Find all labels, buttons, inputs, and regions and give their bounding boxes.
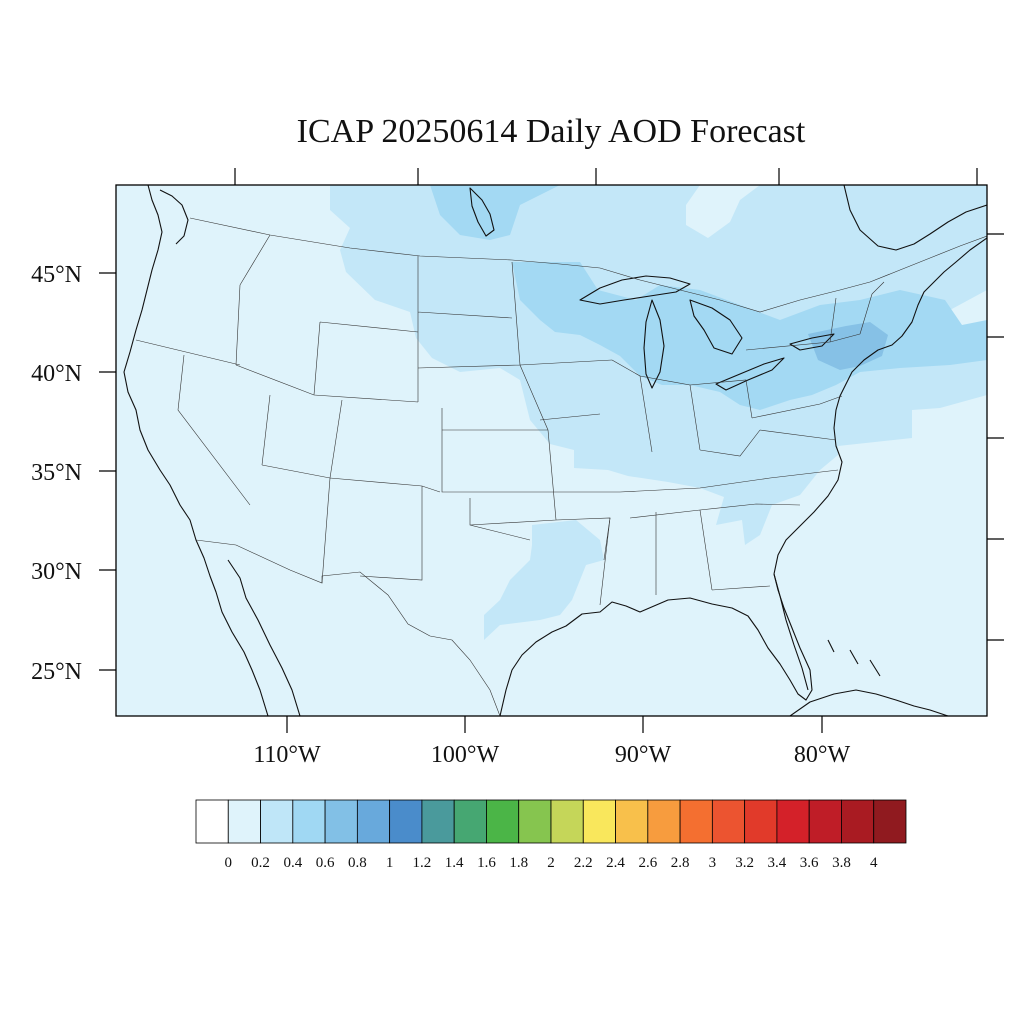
- colorbar-swatch: [711, 799, 746, 844]
- bahamas-coastline: [827, 639, 881, 677]
- puget-coastline: [159, 189, 189, 245]
- lake-superior: [579, 275, 691, 305]
- aod-region-texas-plume: [484, 520, 604, 640]
- colorbar-tick-label: 1.4: [445, 855, 464, 871]
- colorbar-swatch: [356, 799, 391, 844]
- colorbar-swatch: [615, 799, 649, 844]
- lake-michigan: [643, 299, 665, 389]
- lat-label-45: 45°N: [31, 262, 82, 288]
- cuba-coastline: [789, 689, 949, 716]
- colorbar-swatch: [744, 799, 778, 844]
- florida-coastline: [773, 573, 809, 691]
- colorbar-swatch: [421, 799, 455, 844]
- coastlines: [123, 185, 987, 716]
- colorbar-swatch: [195, 799, 229, 844]
- colorbar-tick-label: 1.6: [477, 855, 496, 871]
- colorbar-tick-label: 3.2: [735, 855, 754, 871]
- lake-winnipeg: [469, 187, 495, 237]
- colorbar-swatch: [647, 799, 681, 844]
- colorbar: 0 0.2 0.4 0.6 0.8 1 1.2 1.4 1.6 1.8 2 2.2 2.4 2.6 2.8 3…: [195, 799, 907, 871]
- colorbar-swatch: [808, 799, 842, 844]
- colorbar-tick-label: 3.4: [768, 855, 787, 871]
- us-mexico-border: [195, 539, 501, 716]
- colorbar-swatch: [841, 799, 875, 844]
- political-borders: [135, 217, 987, 716]
- colorbar-tick-label: 0: [225, 855, 233, 871]
- colorbar-tick-label: 0.2: [251, 855, 270, 871]
- colorbar-swatch: [550, 799, 584, 844]
- canadian-coastline: [843, 185, 987, 251]
- lat-label-40: 40°N: [31, 361, 82, 387]
- aod-region-0.6-0.8: [808, 322, 888, 370]
- latitude-labels: 45°N 40°N 35°N 30°N 25°N: [31, 262, 82, 685]
- colorbar-swatch: [486, 799, 520, 844]
- colorbar-tick-label: 4: [870, 855, 878, 871]
- figure-title: ICAP 20250614 Daily AOD Forecast: [297, 113, 806, 150]
- colorbar-tick-label: 1.2: [413, 855, 432, 871]
- lon-label-110: 110°W: [253, 742, 321, 768]
- colorbar-tick-label: 3: [709, 855, 717, 871]
- colorbar-tick-label: 3.6: [800, 855, 819, 871]
- map-panel: 45°N 40°N 35°N 30°N 25°N 110°W 100°W 90°…: [31, 168, 1004, 768]
- colorbar-swatch: [679, 799, 713, 844]
- colorbar-tick-label: 0.4: [283, 855, 302, 871]
- colorbar-swatch: [227, 799, 261, 844]
- colorbar-tick-label: 0.8: [348, 855, 367, 871]
- colorbar-swatch: [776, 799, 810, 844]
- colorbar-tick-label: 1: [386, 855, 394, 871]
- colorbar-tick-label: 2.6: [638, 855, 657, 871]
- colorbar-tick-label: 1.8: [509, 855, 528, 871]
- colorbar-swatch: [260, 799, 294, 844]
- colorbar-swatch: [453, 799, 487, 844]
- colorbar-swatch: [324, 799, 358, 844]
- colorbar-swatch: [582, 799, 616, 844]
- state-lines-west: [135, 234, 441, 584]
- lat-label-25: 25°N: [31, 659, 82, 685]
- colorbar-swatch: [292, 799, 326, 844]
- lake-erie: [715, 357, 785, 391]
- lon-label-90: 90°W: [615, 742, 672, 768]
- west-coastline: [123, 185, 269, 716]
- aod-region-0.4-0.6: [430, 185, 560, 240]
- longitude-labels: 110°W 100°W 90°W 80°W: [253, 742, 850, 768]
- lat-label-30: 30°N: [31, 559, 82, 585]
- map-ticks: [99, 168, 1004, 733]
- colorbar-tick-label: 3.8: [832, 855, 851, 871]
- east-coastline: [773, 237, 987, 575]
- lon-label-100: 100°W: [431, 742, 500, 768]
- state-lines-east: [599, 281, 885, 606]
- colorbar-tick-label: 2.8: [671, 855, 690, 871]
- colorbar-tick-label: 2.2: [574, 855, 593, 871]
- lake-ontario: [789, 333, 835, 351]
- lake-huron: [689, 299, 743, 355]
- colorbar-tick-label: 2.4: [606, 855, 625, 871]
- lon-label-80: 80°W: [794, 742, 851, 768]
- colorbar-swatch: [389, 799, 423, 844]
- us-canada-border: [189, 217, 987, 313]
- colorbar-tick-label: 0.6: [316, 855, 335, 871]
- baja-coastline: [227, 559, 301, 716]
- colorbar-swatch: [873, 799, 907, 844]
- colorbar-tick-label: 2: [547, 855, 555, 871]
- map-frame: [115, 184, 988, 717]
- gulf-coastline: [499, 573, 813, 716]
- lat-label-35: 35°N: [31, 460, 82, 486]
- colorbar-swatch: [518, 799, 552, 844]
